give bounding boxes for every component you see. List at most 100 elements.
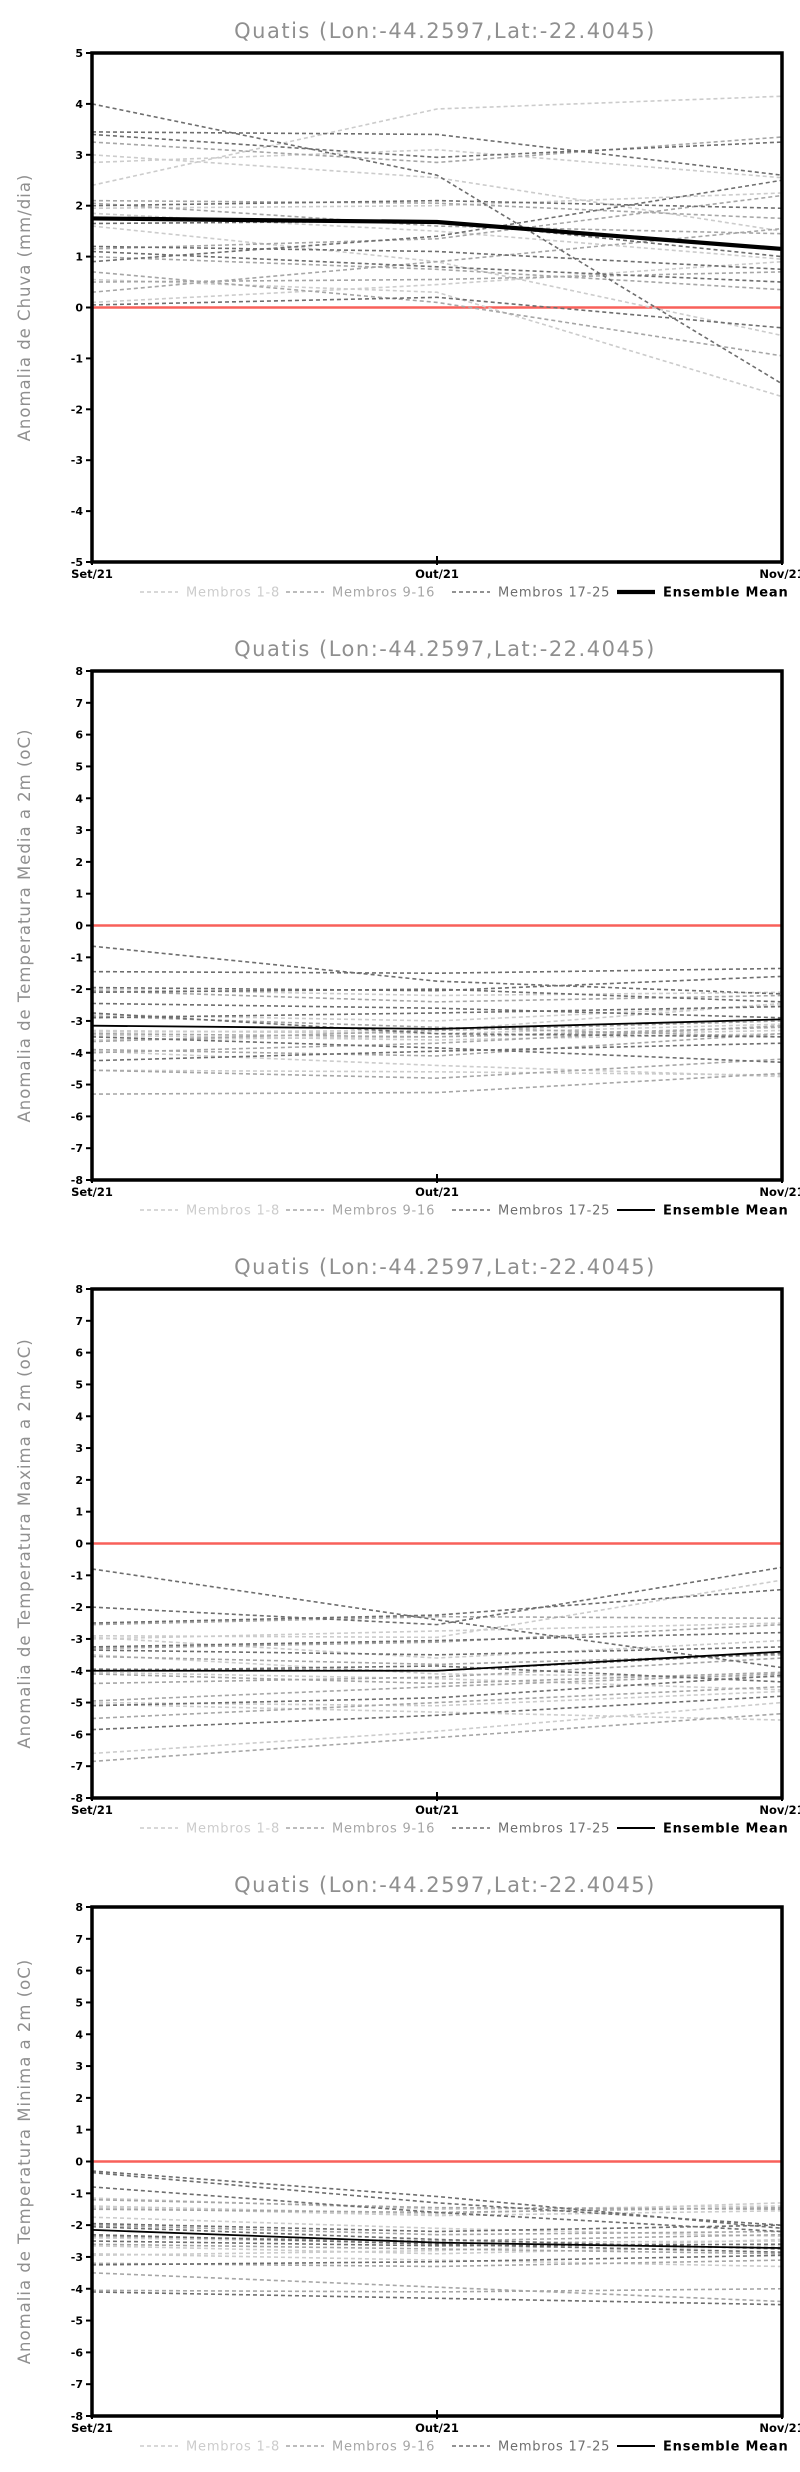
y-tick-label: -6 xyxy=(71,2346,84,2359)
y-tick-label: 4 xyxy=(75,98,83,111)
ensemble-mean-line xyxy=(91,2228,783,2249)
member-line-membros_1_8 xyxy=(91,2216,783,2238)
member-line-membros_9_16 xyxy=(91,194,783,250)
y-tick-label: 2 xyxy=(75,1474,83,1487)
legend-label-membros_9_16: Membros 9-16 xyxy=(332,1204,435,1219)
member-line-membros_17_25 xyxy=(91,2291,783,2306)
member-line-membros_1_8 xyxy=(91,1671,783,1691)
member-line-membros_1_8 xyxy=(91,148,783,179)
member-line-membros_17_25 xyxy=(91,1631,783,1648)
member-line-membros_17_25 xyxy=(91,1012,783,1038)
y-tick-label: 4 xyxy=(75,2028,83,2041)
y-tick-label: 5 xyxy=(75,1378,83,1391)
y-axis-label: Anomalia de Chuva (mm/dia) xyxy=(15,174,34,442)
member-line-membros_1_8 xyxy=(91,192,783,210)
y-tick-label: 5 xyxy=(75,760,83,773)
y-tick-label: 0 xyxy=(75,2156,83,2169)
y-tick-label: 4 xyxy=(75,792,83,805)
y-axis-label: Anomalia de Temperatura Media a 2m (oC) xyxy=(15,729,34,1123)
member-line-membros_17_25 xyxy=(91,967,783,975)
member-line-membros_17_25 xyxy=(91,2186,783,2233)
member-line-membros_1_8 xyxy=(91,1701,783,1755)
y-tick-label: -8 xyxy=(71,1174,83,1187)
y-tick-label: -5 xyxy=(71,1079,83,1092)
member-line-membros_9_16 xyxy=(91,2272,783,2303)
y-tick-label: -3 xyxy=(71,1015,83,1028)
y-tick-label: -7 xyxy=(71,2378,83,2391)
member-line-membros_9_16 xyxy=(91,1072,783,1095)
member-line-membros_1_8 xyxy=(91,2252,783,2268)
ensemble-mean-line xyxy=(91,1018,783,1030)
member-line-membros_9_16 xyxy=(91,1024,783,1054)
x-tick-label: Set/21 xyxy=(71,1803,113,1817)
y-tick-label: 8 xyxy=(75,1283,83,1296)
legend-label-membros_1_8: Membros 1-8 xyxy=(186,1204,280,1219)
ensemble-mean-line xyxy=(92,1650,783,1672)
chart-anomalia-temp-maxima: Quatis (Lon:-44.2597,Lat:-22.4045) Anomal… xyxy=(15,1255,800,1837)
y-tick-label: -1 xyxy=(71,352,83,365)
member-line-membros_17_25 xyxy=(91,296,783,329)
member-line-membros_1_8 xyxy=(91,95,783,187)
y-tick-label: -1 xyxy=(71,2187,83,2200)
chart-anomalia-temp-minima: Quatis (Lon:-44.2597,Lat:-22.4045) Anomal… xyxy=(15,1873,800,2455)
y-tick-label: -7 xyxy=(71,1142,83,1155)
chart-block-temp-maxima: Quatis (Lon:-44.2597,Lat:-22.4045) Anomal… xyxy=(0,1236,800,1854)
y-tick-label: 4 xyxy=(75,1410,83,1423)
member-line-membros_1_8 xyxy=(91,1579,783,1639)
legend-label-membros_17_25: Membros 17-25 xyxy=(498,1822,610,1837)
y-tick-label: -5 xyxy=(71,556,83,569)
legend-label-ensemble_mean: Ensemble Mean xyxy=(663,1204,789,1219)
x-tick-label: Out/21 xyxy=(415,567,459,581)
y-tick-label: 1 xyxy=(75,251,83,264)
chart-title: Quatis (Lon:-44.2597,Lat:-22.4045) xyxy=(234,1873,656,1897)
y-tick-label: -4 xyxy=(71,1047,84,1060)
y-tick-label: 7 xyxy=(75,697,83,710)
member-line-membros_17_25 xyxy=(91,1646,783,1656)
y-axis-label: Anomalia de Temperatura Minima a 2m (oC) xyxy=(15,1959,34,2364)
legend-label-membros_1_8: Membros 1-8 xyxy=(186,2440,280,2455)
member-line-membros_17_25 xyxy=(91,1588,783,1624)
member-line-membros_1_8 xyxy=(91,1703,783,1721)
legend-label-ensemble_mean: Ensemble Mean xyxy=(663,2440,789,2455)
y-tick-label: -1 xyxy=(71,951,83,964)
y-tick-label: -6 xyxy=(71,1110,84,1123)
chart-anomalia-chuva: Quatis (Lon:-44.2597,Lat:-22.4045) Anomal… xyxy=(15,19,800,601)
y-axis-label: Anomalia de Temperatura Maxima a 2m (oC) xyxy=(15,1338,34,1748)
member-line-membros_1_8 xyxy=(91,2238,783,2257)
member-line-membros_17_25 xyxy=(91,1652,783,1672)
y-tick-label: 2 xyxy=(75,200,83,213)
y-tick-label: -5 xyxy=(71,2315,83,2328)
member-line-membros_17_25 xyxy=(91,945,783,995)
y-tick-label: -5 xyxy=(71,1697,83,1710)
y-tick-label: 3 xyxy=(75,2060,83,2073)
member-line-membros_17_25 xyxy=(91,1002,783,1019)
y-tick-label: 3 xyxy=(75,149,83,162)
y-tick-label: -1 xyxy=(71,1569,83,1582)
member-line-membros_1_8 xyxy=(91,1622,783,1640)
member-line-membros_17_25 xyxy=(91,1665,783,1683)
y-tick-label: 7 xyxy=(75,1315,83,1328)
y-tick-label: 3 xyxy=(75,1442,83,1455)
member-line-membros_9_16 xyxy=(91,2243,783,2255)
member-line-membros_9_16 xyxy=(91,2287,783,2293)
y-tick-label: -3 xyxy=(71,1633,83,1646)
member-line-membros_1_8 xyxy=(91,1050,783,1078)
member-line-membros_9_16 xyxy=(91,255,783,291)
y-tick-label: 0 xyxy=(75,920,83,933)
member-line-membros_9_16 xyxy=(91,2224,783,2236)
y-tick-label: 6 xyxy=(75,1965,83,1978)
member-line-membros_17_25 xyxy=(91,199,783,210)
member-line-membros_17_25 xyxy=(91,1674,783,1707)
x-tick-label: Nov/21 xyxy=(759,2421,800,2435)
member-line-membros_17_25 xyxy=(91,1042,783,1062)
y-tick-label: -2 xyxy=(71,403,83,416)
member-line-membros_9_16 xyxy=(91,1058,783,1080)
legend-label-membros_17_25: Membros 17-25 xyxy=(498,1204,610,1219)
member-line-membros_9_16 xyxy=(91,202,783,235)
y-tick-label: -2 xyxy=(71,2219,83,2232)
chart-block-chuva: Quatis (Lon:-44.2597,Lat:-22.4045) Anomal… xyxy=(0,0,800,618)
y-tick-label: 2 xyxy=(75,2092,83,2105)
y-tick-label: 0 xyxy=(75,302,83,315)
member-line-membros_17_25 xyxy=(91,988,783,1003)
member-line-membros_17_25 xyxy=(91,2254,783,2266)
